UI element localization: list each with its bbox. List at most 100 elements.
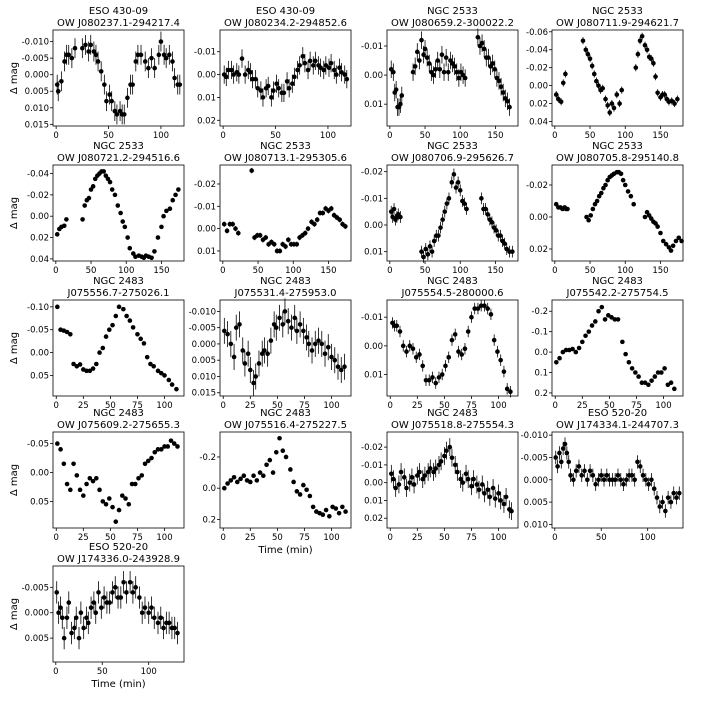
data-point [460,480,466,485]
data-point [80,217,85,222]
data-point [100,345,106,351]
data-point [241,473,247,479]
data-point [452,462,458,468]
y-tick-label: 0.010 [192,372,216,382]
data-point [101,595,107,600]
data-point [660,238,666,244]
data-point [127,245,133,251]
data-point [601,477,607,483]
data-point [103,501,109,507]
data-point [431,72,436,78]
data-point [61,223,67,229]
data-point [495,349,500,354]
plot-frame [386,431,519,529]
data-point [316,338,321,343]
plot-frame [52,29,185,127]
data-point [59,79,64,84]
data-point [100,499,106,504]
data-point [427,244,433,249]
data-point [587,56,593,62]
data-point [274,81,279,87]
x-tick-label: 0 [388,533,393,543]
data-point [340,504,345,510]
data-point [672,101,677,106]
y-tick-label: 0.05 [30,497,49,507]
panel-subtitle: OW J174336.0-243928.9 [57,554,180,565]
data-point [58,447,63,452]
data-point [586,217,591,223]
data-point [112,585,118,590]
plot-frame [551,29,684,127]
x-tick-label: 75 [132,533,143,543]
y-tick-label: -0.2 [199,453,216,463]
panel-title: NGC 2533 [592,141,643,152]
x-tick-label: 50 [272,401,283,411]
y-tick-label: 0.00 [197,225,216,235]
data-point [435,58,441,63]
data-point [248,479,253,485]
panel-subtitle: J075531.4-275953.0 [234,288,337,299]
x-tick-label: 0 [53,131,58,141]
data-point [64,615,70,621]
y-tick-label: 0.000 [25,609,49,619]
data-point [248,69,253,75]
data-point [452,64,457,69]
data-point [106,496,112,501]
data-point [54,590,60,595]
data-point [668,248,674,253]
y-tick-label: 0.00 [364,71,383,81]
data-point [583,333,588,339]
data-point [55,88,61,94]
y-tick-label: 0.010 [25,104,49,114]
data-point [500,90,506,95]
data-point [64,481,70,487]
data-point [510,249,515,254]
data-point [442,209,448,214]
data-point [490,61,495,66]
x-tick-label: 150 [652,266,668,276]
data-point [501,369,507,374]
data-point [83,42,88,48]
data-point [651,60,656,66]
y-tick-label: -0.005 [521,453,548,463]
data-point [54,82,60,87]
y-tick-label: 0.1 [534,369,548,379]
data-point [165,444,171,449]
data-point [483,206,488,212]
data-point [271,88,276,93]
data-point [620,177,626,183]
y-tick-label: 0.00 [30,468,49,478]
data-point [334,72,339,77]
data-point [142,461,148,467]
data-point [486,55,491,60]
x-tick-label: 0 [552,266,557,276]
data-point [109,187,115,192]
data-point [665,495,671,500]
data-point [502,241,507,246]
data-point [254,478,260,483]
data-point [653,74,658,79]
data-point [320,512,326,518]
panel-subtitle: J075556.7-275026.1 [67,288,170,299]
data-point [652,374,658,379]
data-point [55,304,60,310]
data-point [492,496,498,501]
y-tick-label: -0.005 [22,54,49,64]
y-tick-label: -0.02 [526,181,548,191]
data-point [400,343,406,349]
data-point [277,248,283,254]
panel-title: NGC 2483 [427,408,478,419]
y-tick-label: 0.02 [364,514,383,524]
data-point [304,335,309,340]
y-axis-label: Δ mag [9,464,20,496]
data-point [223,74,229,80]
data-point [481,46,487,52]
data-point [110,322,115,328]
data-point [585,477,590,483]
data-point [605,103,610,108]
data-point [457,188,463,193]
data-point [306,341,312,347]
